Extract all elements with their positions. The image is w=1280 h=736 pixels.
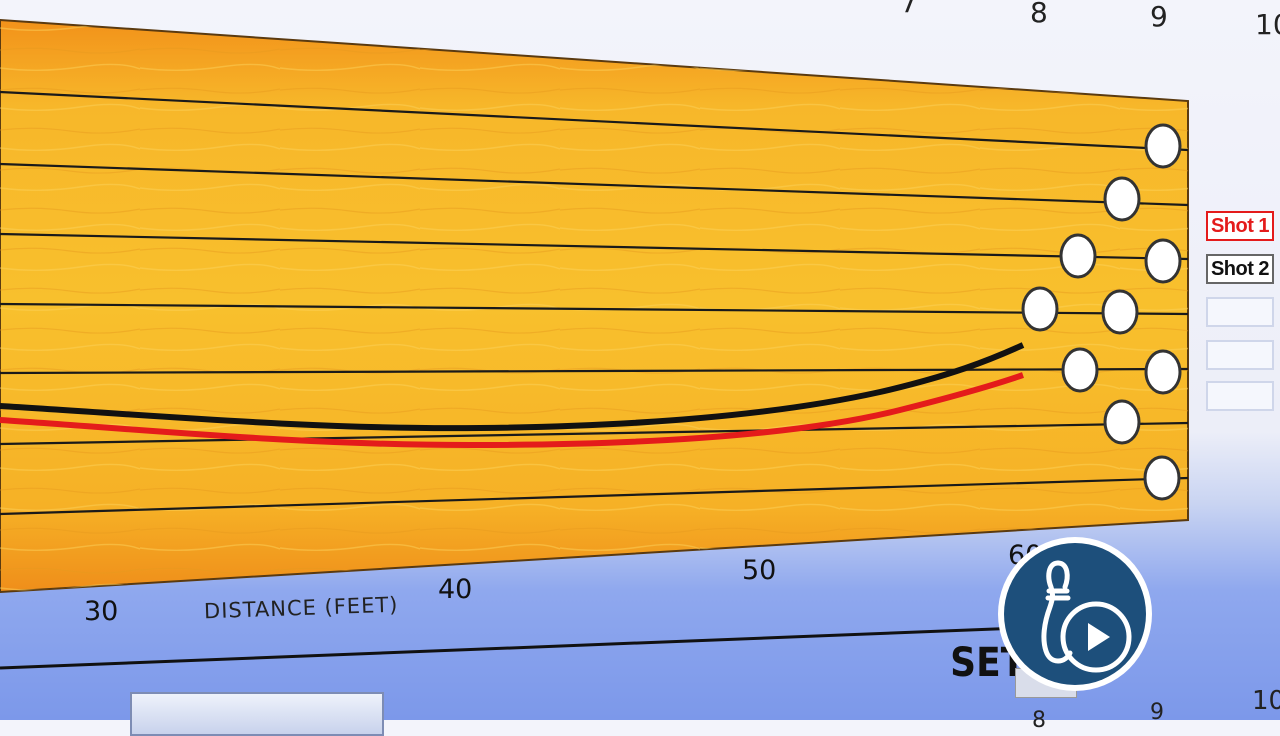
pin-6 <box>1103 399 1141 445</box>
pin-7 <box>1144 123 1182 169</box>
bottom-number-8: 8 <box>1032 708 1046 733</box>
pin-1 <box>1021 286 1059 332</box>
pin-3 <box>1061 347 1099 393</box>
frame-number-9: 9 <box>1150 0 1168 33</box>
shot-2-path <box>0 342 1025 432</box>
shot-1-key[interactable]: Shot 1 <box>1206 211 1274 241</box>
shot-5-key[interactable] <box>1206 381 1274 411</box>
shot-3-key[interactable] <box>1206 297 1274 327</box>
board-lines <box>0 90 1189 516</box>
shot-1-path <box>0 372 1024 449</box>
axis-tick-40: 40 <box>438 574 473 605</box>
pin-8 <box>1144 238 1182 284</box>
lower-control-panel[interactable] <box>130 692 384 736</box>
pin-5 <box>1101 289 1139 335</box>
shot-2-key[interactable]: Shot 2 <box>1206 254 1274 284</box>
axis-tick-30: 30 <box>84 596 119 627</box>
lane-view <box>0 18 1189 670</box>
axis-tick-50: 50 <box>742 555 777 586</box>
frame-number-8: 8 <box>1030 0 1048 29</box>
frame-number-10: 10 <box>1255 8 1280 41</box>
pin-10 <box>1143 455 1181 501</box>
bottom-number-9: 9 <box>1150 700 1164 725</box>
pin-4 <box>1103 176 1141 222</box>
shot-4-key[interactable] <box>1206 340 1274 370</box>
bottom-number-10: 10 <box>1252 686 1280 716</box>
pin-9 <box>1144 349 1182 395</box>
pin-2 <box>1059 233 1097 279</box>
play-video-button[interactable] <box>998 537 1152 691</box>
pin-deck <box>1021 123 1182 501</box>
frame-number-7: 7 <box>900 0 918 19</box>
bowling-pin-play-icon <box>1041 560 1132 673</box>
